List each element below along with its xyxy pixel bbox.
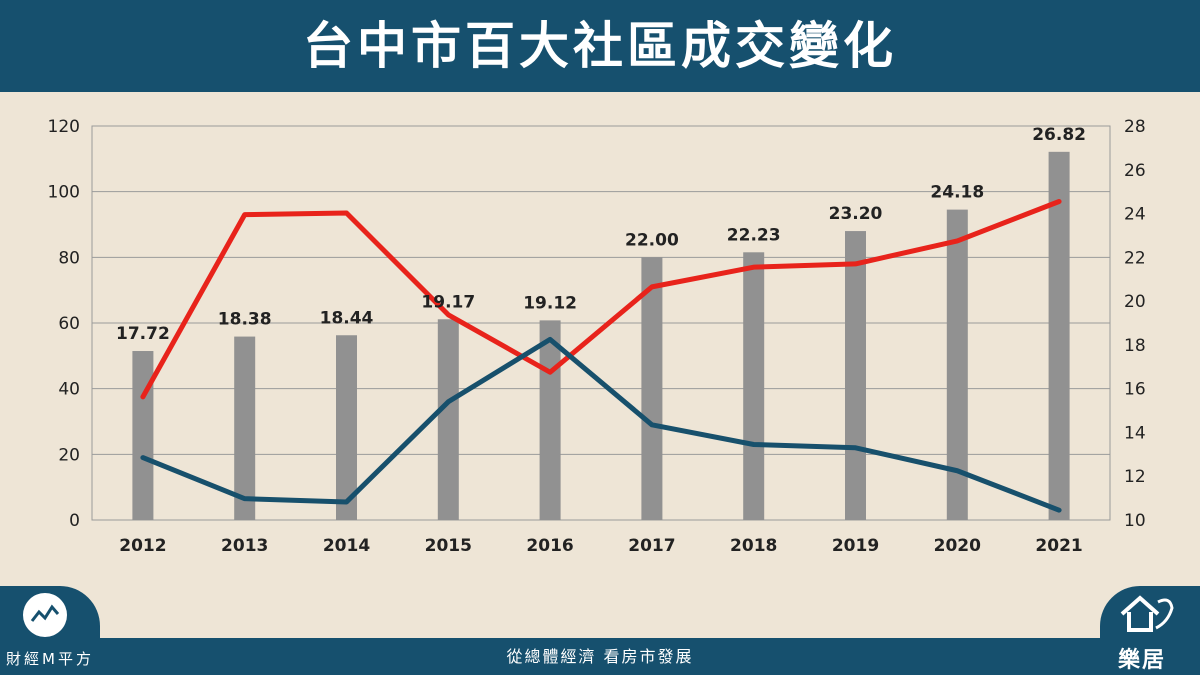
- bar-value-label: 23.20: [829, 204, 883, 224]
- left-axis-tick-label: 80: [58, 248, 80, 268]
- x-axis-tick-label: 2012: [119, 536, 166, 556]
- bar-2020: [946, 209, 968, 521]
- footer-bar: 從總體經濟 看房市發展: [0, 638, 1200, 675]
- left-axis-tick-label: 20: [58, 445, 80, 465]
- right-axis-tick-label: 24: [1124, 205, 1146, 225]
- right-axis-tick-label: 20: [1124, 292, 1146, 312]
- bar-value-label: 22.23: [727, 225, 781, 245]
- bar-value-label: 26.82: [1032, 125, 1086, 145]
- left-axis-tick-label: 60: [58, 314, 80, 334]
- x-axis-tick-label: 2020: [934, 536, 981, 556]
- x-axis-tick-label: 2016: [526, 536, 573, 556]
- bar-2019: [845, 231, 866, 521]
- bar-2017: [641, 257, 663, 520]
- x-axis-tick-label: 2021: [1035, 536, 1082, 556]
- bar-value-label: 22.00: [625, 230, 679, 250]
- plot-frame: [91, 125, 1111, 521]
- bar-value-label: 17.72: [116, 324, 170, 344]
- left-axis-tick-label: 0: [69, 511, 80, 531]
- page-title: 台中市百大社區成交變化: [303, 17, 897, 75]
- x-axis-tick-label: 2013: [221, 536, 268, 556]
- bar-value-label: 19.12: [523, 293, 577, 313]
- bar-value-label: 18.44: [320, 308, 374, 328]
- house-logo-icon[interactable]: [1118, 592, 1176, 636]
- bar-2014: [336, 335, 357, 520]
- bar-2012: [132, 351, 154, 520]
- right-axis-tick-label: 14: [1124, 423, 1146, 443]
- bar-value-label: 24.18: [930, 183, 984, 203]
- header-bar: [0, 0, 1200, 92]
- right-brand-name: 樂居: [1118, 648, 1167, 673]
- x-axis-tick-label: 2019: [832, 536, 879, 556]
- left-axis-tick-label: 120: [48, 117, 80, 137]
- bar-2021: [1048, 151, 1070, 520]
- chart: 0 20 40 60 80 100 120 10 12 14 16 18 20 22 24 26 28 17.72…: [48, 117, 1146, 556]
- series-line-down: [140, 336, 1062, 513]
- right-axis-tick-label: 10: [1124, 511, 1146, 531]
- right-axis-tick-label: 26: [1124, 161, 1146, 181]
- bar-2013: [234, 336, 256, 520]
- x-axis-tick-label: 2017: [628, 536, 675, 556]
- left-axis-tick-label: 100: [48, 183, 80, 203]
- series-line-up: [140, 199, 1062, 400]
- right-axis-tick-label: 22: [1124, 248, 1146, 268]
- bar-2015: [437, 319, 459, 520]
- left-axis-tick-label: 40: [58, 380, 80, 400]
- left-brand-name: 財經M平方: [6, 650, 94, 668]
- x-axis-tick-label: 2018: [730, 536, 777, 556]
- bar-2016: [539, 320, 561, 520]
- bar-value-label: 19.17: [421, 292, 475, 312]
- x-axis-tick-label: 2015: [425, 536, 472, 556]
- trend-line-icon[interactable]: [22, 592, 68, 638]
- right-axis-tick-label: 12: [1124, 467, 1146, 487]
- x-axis-tick-label: 2014: [323, 536, 370, 556]
- right-axis-tick-label: 28: [1124, 117, 1146, 137]
- bar-2018: [743, 252, 765, 520]
- right-axis-tick-label: 18: [1124, 336, 1146, 356]
- footer-slogan: 從總體經濟 看房市發展: [506, 647, 694, 666]
- right-axis-tick-label: 16: [1124, 380, 1146, 400]
- bar-value-label: 18.38: [218, 310, 272, 330]
